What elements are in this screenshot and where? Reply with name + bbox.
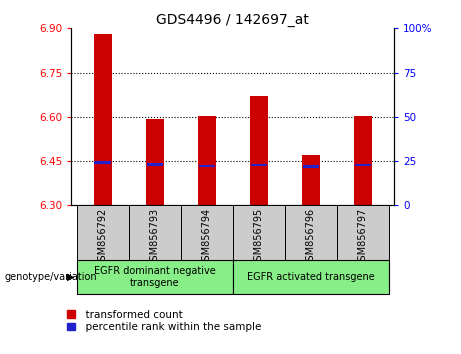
Text: GSM856794: GSM856794	[202, 208, 212, 267]
Text: GSM856792: GSM856792	[98, 208, 108, 267]
Bar	[198, 116, 216, 205]
Text: EGFR dominant negative
transgene: EGFR dominant negative transgene	[94, 266, 216, 288]
Text: ▶: ▶	[67, 272, 74, 282]
Bar	[354, 116, 372, 205]
Text: GSM856795: GSM856795	[254, 208, 264, 267]
Bar	[77, 260, 233, 294]
Bar	[199, 165, 215, 167]
Bar	[250, 96, 268, 205]
Text: genotype/variation: genotype/variation	[5, 272, 97, 282]
Text: GSM856796: GSM856796	[306, 208, 316, 267]
Bar	[303, 165, 319, 167]
Title: GDS4496 / 142697_at: GDS4496 / 142697_at	[156, 13, 309, 27]
Bar	[233, 260, 389, 294]
Bar	[146, 119, 164, 205]
Bar	[129, 205, 181, 260]
Bar	[302, 155, 320, 205]
Bar	[285, 205, 337, 260]
Bar	[77, 205, 129, 260]
Bar	[95, 161, 111, 164]
Bar	[337, 205, 389, 260]
Bar	[181, 205, 233, 260]
Bar	[233, 205, 285, 260]
Bar	[251, 164, 267, 166]
Text: GSM856797: GSM856797	[358, 208, 368, 267]
Bar	[147, 164, 163, 166]
Bar	[355, 164, 371, 166]
Text: EGFR activated transgene: EGFR activated transgene	[247, 272, 375, 282]
Text: GSM856793: GSM856793	[150, 208, 160, 267]
Bar	[94, 34, 112, 205]
Legend:   transformed count,   percentile rank within the sample: transformed count, percentile rank withi…	[67, 310, 261, 332]
